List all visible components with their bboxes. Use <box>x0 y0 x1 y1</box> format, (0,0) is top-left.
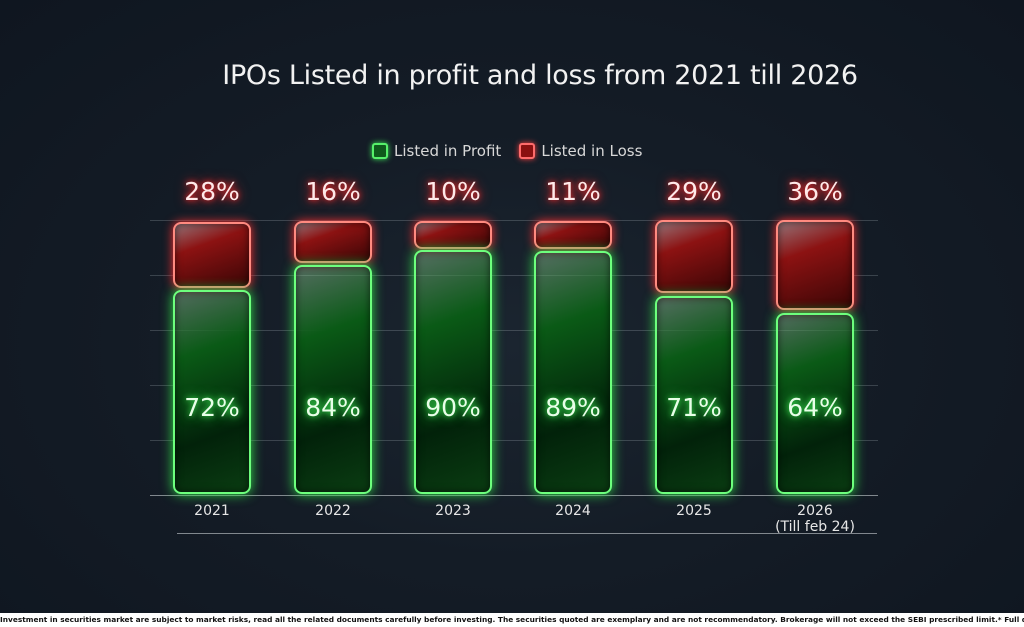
profit-bar <box>534 251 612 494</box>
legend-label-profit: Listed in Profit <box>394 142 502 160</box>
profit-value-label: 71% <box>666 393 722 422</box>
bar-group-2026: 36% 64% 2026 (Till feb 24) <box>775 0 855 627</box>
loss-value-label: 29% <box>666 177 722 206</box>
profit-bar <box>776 313 854 494</box>
x-axis-underline <box>177 533 877 534</box>
loss-bar <box>173 222 251 288</box>
gridline <box>150 220 878 221</box>
profit-bar <box>414 250 492 494</box>
loss-value-label: 10% <box>425 177 481 206</box>
profit-value-label: 72% <box>184 393 240 422</box>
year-label: 2025 <box>676 503 712 519</box>
loss-swatch-icon <box>519 143 536 159</box>
chart-legend: Listed in Profit Listed in Loss <box>372 142 642 160</box>
loss-value-label: 16% <box>305 177 361 206</box>
bar-group-2022: 16% 84% 2022 <box>294 0 372 627</box>
gridline <box>150 440 878 441</box>
loss-bar <box>655 220 733 293</box>
loss-value-label: 28% <box>184 177 240 206</box>
profit-bar <box>173 290 251 494</box>
disclaimer-footer: Investment in securities market are subj… <box>0 613 1024 627</box>
loss-bar <box>776 220 854 310</box>
profit-bar <box>294 265 372 494</box>
loss-bar <box>294 221 372 263</box>
bar-group-2021: 28% 72% 2021 <box>173 0 251 627</box>
chart-title: IPOs Listed in profit and loss from 2021… <box>222 60 858 91</box>
profit-value-label: 64% <box>787 393 843 422</box>
loss-value-label: 36% <box>787 177 843 206</box>
legend-item-profit: Listed in Profit <box>372 142 501 160</box>
year-label: 2023 <box>435 503 471 519</box>
year-label: 2024 <box>555 503 591 519</box>
loss-bar <box>414 221 492 249</box>
profit-swatch-icon <box>372 143 388 159</box>
bar-group-2023: 10% 90% 2023 <box>414 0 492 627</box>
profit-value-label: 84% <box>305 393 361 422</box>
profit-value-label: 90% <box>425 393 481 422</box>
loss-bar <box>534 221 612 249</box>
year-label: 2026 (Till feb 24) <box>755 503 875 535</box>
bar-group-2024: 11% 89% 2024 <box>534 0 612 627</box>
legend-item-loss: Listed in Loss <box>519 142 642 160</box>
year-label: 2021 <box>194 503 230 519</box>
gridline <box>150 275 878 276</box>
bar-group-2025: 29% 71% 2025 <box>655 0 733 627</box>
year-label: 2022 <box>315 503 351 519</box>
gridline <box>150 330 878 331</box>
profit-bar <box>655 296 733 494</box>
loss-value-label: 11% <box>545 177 601 206</box>
year-sublabel: (Till feb 24) <box>775 519 855 535</box>
gridline <box>150 385 878 386</box>
legend-label-loss: Listed in Loss <box>541 142 643 160</box>
profit-value-label: 89% <box>545 393 601 422</box>
x-axis-baseline <box>150 495 878 496</box>
